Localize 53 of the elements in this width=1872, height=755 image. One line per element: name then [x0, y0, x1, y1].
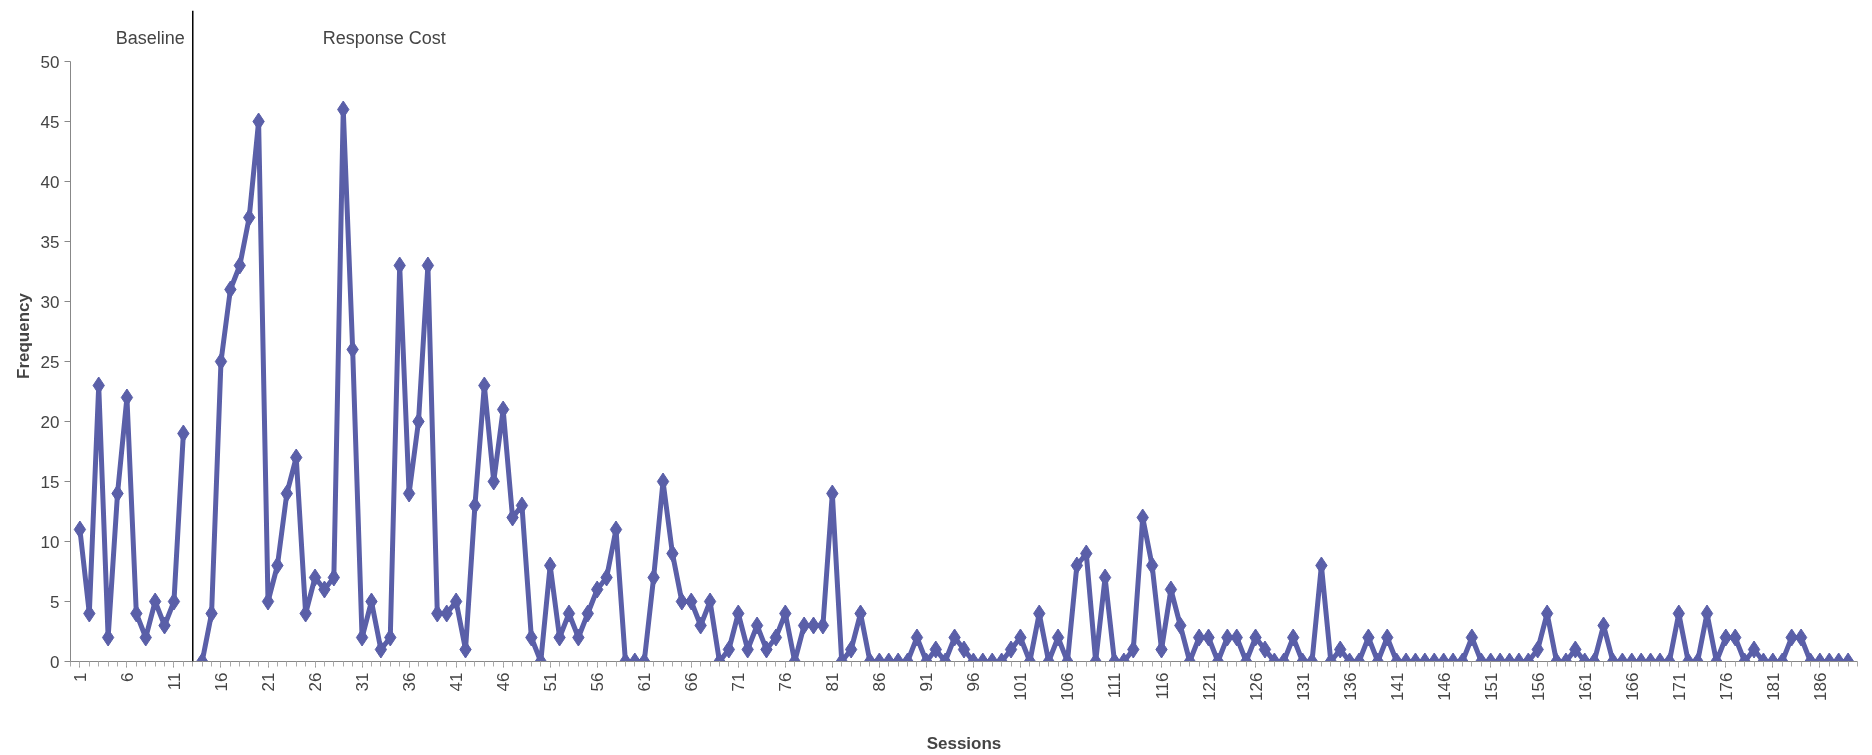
text: Baseline	[115, 27, 185, 48]
y-tick-label: 35	[40, 232, 60, 252]
x-tick-label: 171	[1669, 672, 1689, 701]
x-tick-label: 126	[1246, 672, 1266, 701]
x-tick-label: 121	[1199, 672, 1219, 701]
x-tick-label: 61	[635, 672, 655, 692]
x-tick-label: 36	[400, 672, 420, 692]
x-tick-label: 11	[164, 672, 184, 691]
x-tick-label: 106	[1058, 672, 1078, 701]
y-tick-label: 0	[50, 652, 60, 672]
x-tick-label: 156	[1528, 672, 1548, 701]
x-tick-label: 51	[541, 672, 561, 692]
x-tick-label: 66	[682, 672, 702, 692]
x-tick-label: 16	[211, 672, 231, 692]
x-tick-label: 136	[1340, 672, 1360, 701]
x-tick-label: 26	[306, 672, 326, 692]
text: Response Cost	[322, 27, 446, 48]
y-tick-label: 40	[40, 172, 60, 192]
x-tick-label: 101	[1011, 672, 1031, 701]
x-tick-label: 146	[1434, 672, 1454, 701]
y-tick-label: 50	[40, 52, 60, 72]
x-tick-label: 131	[1293, 672, 1313, 701]
y-tick-label: 10	[40, 532, 60, 552]
y-tick-label: 5	[50, 592, 60, 612]
x-tick-label: 116	[1152, 672, 1172, 700]
x-tick-label: 31	[353, 672, 373, 692]
y-axis-title: Frequency	[13, 292, 33, 379]
y-tick-label: 30	[40, 292, 60, 312]
x-tick-label: 71	[729, 672, 749, 692]
x-tick-label: 181	[1763, 672, 1783, 701]
y-tick-label: 25	[40, 352, 60, 372]
x-tick-label: 76	[776, 672, 796, 692]
x-tick-label: 176	[1716, 672, 1736, 701]
x-tick-label: 141	[1387, 672, 1407, 701]
y-tick-label: 20	[40, 412, 60, 432]
x-tick-label: 96	[964, 672, 984, 692]
x-tick-label: 56	[588, 672, 608, 692]
x-tick-label: 161	[1575, 672, 1595, 701]
y-tick-label: 15	[40, 472, 60, 492]
x-tick-label: 166	[1622, 672, 1642, 701]
x-tick-label: 1	[70, 672, 90, 682]
x-tick-label: 81	[823, 672, 843, 692]
y-tick-label: 45	[40, 112, 60, 132]
x-tick-label: 186	[1810, 672, 1830, 701]
x-tick-label: 91	[917, 672, 937, 692]
x-tick-label: 21	[259, 672, 279, 692]
x-tick-label: 111	[1105, 672, 1125, 699]
x-tick-label: 6	[117, 672, 137, 682]
x-tick-label: 151	[1481, 672, 1501, 701]
x-tick-label: 41	[447, 672, 467, 692]
x-axis-title: Sessions	[926, 733, 1002, 753]
x-tick-label: 86	[870, 672, 890, 692]
x-tick-label: 46	[494, 672, 514, 692]
